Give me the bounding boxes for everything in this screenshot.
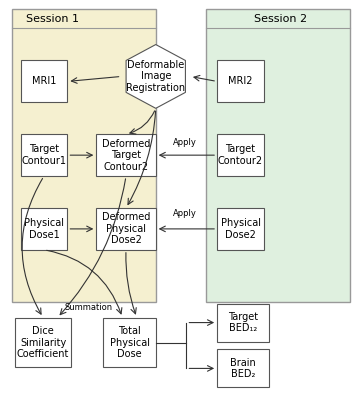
FancyBboxPatch shape (96, 134, 156, 176)
FancyBboxPatch shape (21, 208, 67, 250)
FancyBboxPatch shape (206, 9, 350, 302)
Text: Deformable
Image
Registration: Deformable Image Registration (126, 60, 185, 93)
FancyBboxPatch shape (12, 9, 156, 302)
Text: Target
Contour2: Target Contour2 (218, 144, 263, 166)
Text: Target
Contour1: Target Contour1 (21, 144, 67, 166)
Text: Physical
Dose1: Physical Dose1 (24, 218, 64, 240)
Text: Brain
BED₂: Brain BED₂ (230, 358, 256, 379)
Text: Deformed
Physical
Dose2: Deformed Physical Dose2 (102, 212, 150, 246)
FancyBboxPatch shape (104, 318, 156, 368)
FancyBboxPatch shape (21, 60, 67, 102)
FancyBboxPatch shape (15, 318, 71, 368)
FancyBboxPatch shape (217, 134, 264, 176)
Text: Total
Physical
Dose: Total Physical Dose (110, 326, 150, 359)
Text: Session 2: Session 2 (254, 14, 307, 24)
Text: Dice
Similarity
Coefficient: Dice Similarity Coefficient (17, 326, 69, 359)
Text: Deformed
Target
Contour2: Deformed Target Contour2 (102, 138, 150, 172)
Text: Apply: Apply (173, 138, 197, 147)
Text: MRI1: MRI1 (32, 76, 56, 86)
Text: Apply: Apply (173, 210, 197, 218)
FancyBboxPatch shape (217, 304, 269, 342)
FancyBboxPatch shape (217, 350, 269, 387)
FancyBboxPatch shape (217, 60, 264, 102)
Text: Summation: Summation (65, 303, 113, 312)
Text: MRI2: MRI2 (228, 76, 253, 86)
FancyBboxPatch shape (217, 208, 264, 250)
FancyBboxPatch shape (96, 208, 156, 250)
Text: Target
BED₁₂: Target BED₁₂ (228, 312, 258, 333)
Text: Physical
Dose2: Physical Dose2 (220, 218, 261, 240)
FancyBboxPatch shape (21, 134, 67, 176)
Polygon shape (126, 44, 185, 108)
Text: Session 1: Session 1 (26, 14, 80, 24)
